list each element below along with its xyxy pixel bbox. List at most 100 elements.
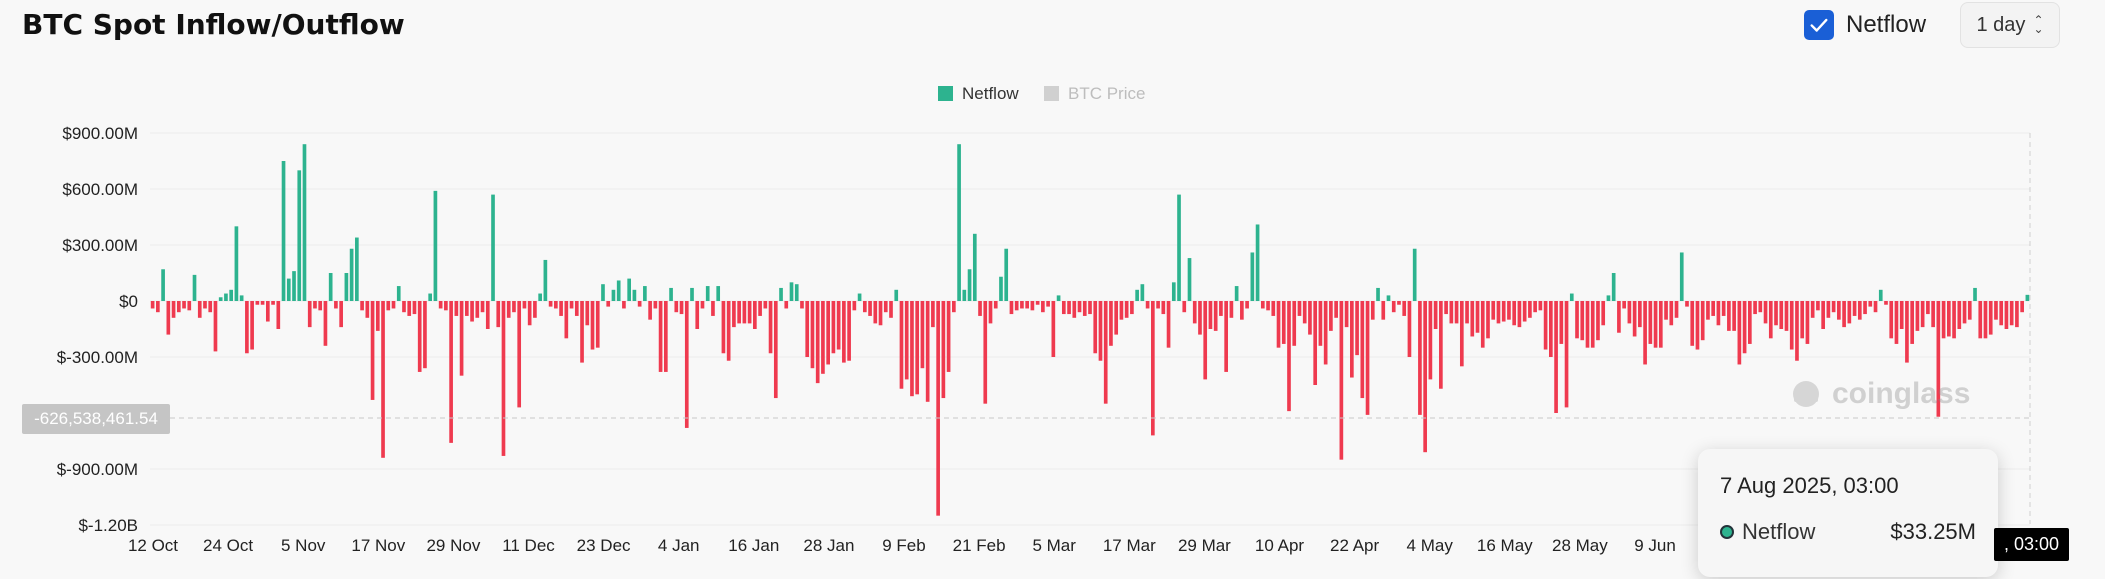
netflow-bar [1292,301,1297,346]
netflow-bar [1486,301,1490,339]
netflow-bar [1632,301,1637,337]
netflow-bar [1816,301,1820,311]
netflow-bar [1114,301,1119,335]
netflow-bar [779,287,783,301]
netflow-bar [1250,252,1255,301]
tooltip-row: Netflow $33.25M [1720,519,1976,545]
netflow-bar [1857,301,1862,320]
netflow-bar [1700,301,1705,341]
x-tick-label: 16 May [1477,536,1533,555]
netflow-bar [737,301,741,324]
netflow-bar [480,301,485,313]
netflow-bar [1727,301,1731,331]
watermark-text: coinglass [1832,377,1971,410]
netflow-bar [1004,248,1009,301]
netflow-bar [1130,301,1134,315]
interval-select[interactable]: 1 day ⌃ ⌄ [1960,2,2060,48]
netflow-bar [826,301,830,365]
netflow-bar [753,301,757,329]
netflow-bar [1177,194,1181,301]
netflow-bar [1255,224,1260,301]
chart-bars [150,144,2030,516]
netflow-bar [271,301,275,305]
netflow-bar [585,301,590,326]
netflow-bar [1716,301,1721,326]
netflow-bar [1281,301,1286,344]
netflow-bar [1627,301,1632,324]
netflow-bar [684,301,689,428]
netflow-bar [1554,301,1558,413]
netflow-bar [454,301,459,316]
netflow-bar [281,161,286,301]
netflow-bar [475,301,480,318]
netflow-bar [1166,301,1171,348]
netflow-bar [176,301,181,313]
netflow-bar [889,301,893,318]
netflow-bar [1459,301,1464,367]
netflow-bar [496,301,501,328]
netflow-bar [297,170,302,301]
netflow-bar [1323,301,1328,365]
netflow-bar [836,301,841,350]
netflow-bar [810,301,815,369]
netflow-bar [302,144,307,301]
netflow-bar [1988,301,1993,335]
y-tick-label: $900.00M [62,124,138,143]
netflow-bar [391,301,396,309]
netflow-bar [784,301,789,309]
netflow-bar [1826,301,1831,318]
netflow-bar [1711,301,1716,316]
netflow-bar [1407,301,1412,357]
netflow-bar [1198,301,1202,335]
netflow-bar [438,301,443,309]
netflow-bar [171,301,176,318]
coinglass-logo-icon [1793,381,1819,407]
netflow-bar [1041,301,1045,313]
netflow-bar [1706,301,1710,320]
netflow-bar [386,301,391,311]
netflow-bar [643,286,647,301]
netflow-bar [805,301,810,357]
netflow-bar [1449,301,1454,324]
netflow-bar [470,301,474,322]
netflow-bar [1240,301,1244,320]
netflow-bar [1800,301,1805,339]
netflow-bar [150,301,155,309]
legend-label: Netflow [962,84,1019,103]
netflow-bar [941,301,946,399]
netflow-bar [1507,301,1511,320]
netflow-bar [1638,301,1642,328]
netflow-checkbox[interactable] [1804,10,1834,40]
netflow-bar [449,301,453,443]
netflow-bar [1224,301,1228,372]
x-tick-label: 9 Jun [1634,536,1676,555]
netflow-bar [1533,301,1537,313]
x-tick-label: 10 Apr [1255,536,1304,555]
netflow-bar [1365,301,1370,415]
netflow-bar [229,289,234,301]
netflow-bar [1020,301,1024,309]
netflow-bar [936,301,940,516]
netflow-bar [182,301,186,309]
chart-tooltip: 7 Aug 2025, 03:00 Netflow $33.25M [1698,449,1998,577]
netflow-bar [1601,301,1606,326]
netflow-bar [1617,301,1621,333]
netflow-bar [1611,273,1616,301]
netflow-bar [187,301,192,311]
netflow-bar [365,301,370,318]
netflow-bar [1182,301,1187,313]
netflow-bar [1585,301,1590,348]
netflow-bar [847,301,851,361]
netflow-bar [1643,301,1647,365]
netflow-toggle[interactable]: Netflow [1804,10,1926,40]
netflow-bar [1433,301,1438,329]
netflow-bar [1061,301,1066,315]
netflow-bar [218,297,223,301]
netflow-bar [423,301,427,369]
netflow-bar [381,301,385,458]
netflow-bar [1082,301,1087,316]
netflow-bar [899,301,904,389]
x-tick-label: 23 Dec [577,536,631,555]
netflow-bar [1831,301,1836,313]
